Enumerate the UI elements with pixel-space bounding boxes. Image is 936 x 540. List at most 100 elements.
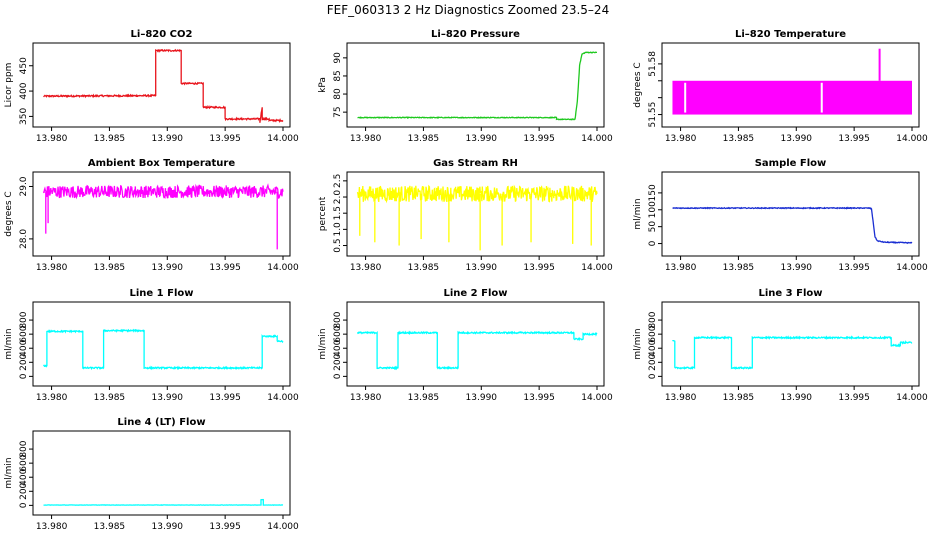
y-tick-label: 0	[19, 502, 29, 508]
x-tick-label: 13.980	[665, 393, 697, 403]
x-tick-label: 13.980	[36, 522, 68, 532]
x-tick-label: 13.985	[94, 263, 126, 273]
y-tick-label: 400	[19, 82, 29, 99]
x-tick-label: 13.990	[781, 134, 813, 144]
x-tick-label: 13.995	[523, 263, 555, 273]
series-line	[672, 206, 913, 245]
series-line	[43, 498, 284, 506]
x-tick-label: 13.985	[408, 134, 440, 144]
chart-title: Line 2 Flow	[444, 288, 508, 299]
x-tick-label: 13.985	[94, 134, 126, 144]
y-axis-label: ml/min	[318, 328, 328, 359]
y-tick-label: 800	[19, 440, 29, 457]
series-line	[672, 335, 913, 371]
x-tick-label: 13.990	[781, 263, 813, 273]
x-tick-label: 13.990	[466, 393, 498, 403]
x-tick-label: 13.995	[209, 134, 241, 144]
x-tick-label: 13.985	[408, 393, 440, 403]
y-tick-label: 400	[648, 339, 658, 356]
y-tick-label: 400	[333, 339, 343, 356]
y-tick-label: 1.0	[333, 222, 343, 237]
y-tick-label: 51.58	[648, 51, 658, 77]
y-tick-label: 0	[648, 240, 658, 246]
y-tick-label: 350	[19, 108, 29, 125]
panels: Li–820 CO2 13.980 13.985 13.990 13.995 14.000…	[4, 29, 928, 532]
x-tick-label: 14.000	[581, 134, 613, 144]
x-tick-label: 13.995	[209, 263, 241, 273]
y-tick-label: 28.0	[19, 229, 29, 249]
y-axis-label: kPa	[318, 77, 328, 93]
chart-title: Sample Flow	[755, 158, 827, 169]
y-tick-label: 2.5	[333, 174, 343, 188]
chart-pressure: Li–820 Pressure 13.980 13.985 13.990 13.995 1…	[318, 29, 613, 144]
data-layer	[357, 51, 597, 121]
chart-title: Line 4 (LT) Flow	[117, 417, 205, 428]
x-tick-label: 14.000	[267, 134, 299, 144]
x-tick-label: 13.980	[36, 263, 68, 273]
plot-frame	[32, 301, 291, 387]
chart-title: Li–820 CO2	[131, 29, 193, 40]
x-tick-label: 14.000	[896, 134, 928, 144]
y-axis-label: ml/min	[633, 328, 643, 359]
x-tick-label: 13.980	[350, 393, 382, 403]
plot-frame	[661, 42, 920, 128]
x-tick-label: 13.985	[408, 263, 440, 273]
chart-title: Li–820 Temperature	[735, 29, 846, 40]
y-tick-label: 1.5	[333, 206, 343, 220]
plot-frame	[32, 171, 291, 257]
chart-co2: Li–820 CO2 13.980 13.985 13.990 13.995 14.000…	[4, 29, 299, 144]
x-tick-label: 13.995	[209, 522, 241, 532]
y-tick-label: 80	[333, 88, 343, 100]
y-axis-label: percent	[318, 196, 328, 231]
x-tick-label: 13.990	[466, 134, 498, 144]
y-tick-label: 800	[19, 311, 29, 328]
plot-frame	[346, 301, 605, 387]
x-tick-label: 13.985	[723, 393, 755, 403]
y-tick-label: 200	[648, 353, 658, 370]
series-line	[356, 330, 598, 371]
series-line	[43, 48, 284, 123]
plot-frame	[346, 42, 605, 128]
y-tick-label: 800	[648, 311, 658, 328]
y-tick-label: 100	[648, 201, 658, 218]
y-tick-label: 800	[333, 311, 343, 328]
plot-frame	[32, 430, 291, 516]
data-layer	[672, 335, 913, 371]
figure-title: FEF_060313 2 Hz Diagnostics Zoomed 23.5–…	[327, 3, 609, 17]
x-tick-label: 13.990	[152, 393, 184, 403]
x-tick-label: 13.995	[523, 134, 555, 144]
chart-line1: Line 1 Flow 13.980 13.985 13.990 13.995 14.00…	[4, 288, 299, 403]
chart-title: Line 1 Flow	[130, 288, 194, 299]
y-tick-label: 200	[333, 353, 343, 370]
x-tick-label: 14.000	[581, 393, 613, 403]
series-line	[43, 328, 284, 371]
chart-ambient: Ambient Box Temperature 13.980 13.985 13.99…	[4, 158, 299, 273]
y-tick-label: 51.55	[648, 102, 658, 128]
x-tick-label: 14.000	[896, 393, 928, 403]
x-tick-label: 13.980	[350, 134, 382, 144]
y-tick-label: 200	[19, 353, 29, 370]
chart-title: Gas Stream RH	[433, 158, 518, 169]
chart-sample: Sample Flow 13.980 13.985 13.990 13.995 14.00…	[633, 158, 928, 273]
y-tick-label: 600	[19, 454, 29, 471]
y-tick-label: 150	[648, 184, 658, 201]
x-tick-label: 13.990	[152, 134, 184, 144]
y-tick-label: 450	[19, 57, 29, 74]
plot-frame	[661, 301, 920, 387]
y-axis-label: ml/min	[4, 328, 14, 359]
x-tick-label: 13.985	[723, 263, 755, 273]
plot-frame	[32, 42, 291, 128]
x-tick-label: 13.980	[36, 393, 68, 403]
data-layer	[42, 183, 284, 250]
y-tick-label: 0	[333, 373, 343, 379]
x-tick-label: 13.995	[838, 393, 870, 403]
data-layer	[43, 328, 284, 371]
x-tick-label: 13.985	[94, 393, 126, 403]
y-tick-label: 90	[333, 52, 343, 64]
y-tick-label: 600	[19, 325, 29, 342]
x-tick-label: 13.980	[665, 263, 697, 273]
series-line	[42, 183, 284, 200]
data-band	[672, 80, 912, 115]
data-layer	[43, 48, 284, 123]
